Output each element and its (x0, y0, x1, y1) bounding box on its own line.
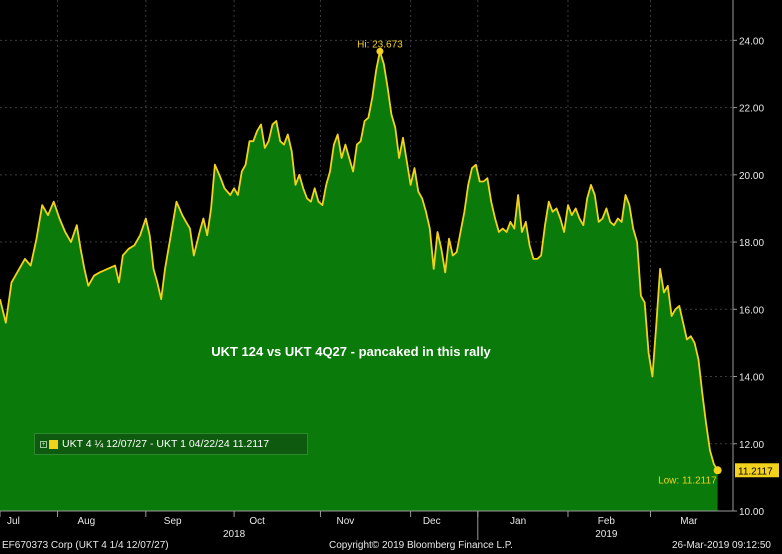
legend-swatch (49, 439, 58, 449)
footer-security: EF670373 Corp (UKT 4 1/4 12/07/27) (2, 540, 169, 551)
x-tick-label: Mar (680, 516, 698, 527)
year-label: 2019 (595, 529, 618, 540)
y-tick-label: 18.00 (739, 238, 764, 249)
chart-annotation: UKT 124 vs UKT 4Q27 - pancaked in this r… (211, 344, 491, 359)
year-label: 2018 (223, 529, 246, 540)
low-marker (713, 466, 722, 475)
series-area (0, 51, 718, 512)
x-tick-label: Nov (336, 516, 354, 527)
y-tick-label: 16.00 (739, 305, 764, 316)
hi-label: Hi: 23.673 (357, 39, 403, 50)
expand-icon[interactable]: + (40, 440, 47, 448)
footer-copyright: Copyright© 2019 Bloomberg Finance L.P. (329, 540, 513, 551)
last-value-tag (735, 463, 779, 478)
legend-label: UKT 4 ¼ 12/07/27 - UKT 1 04/22/24 11.211… (62, 438, 270, 450)
x-tick-label: Sep (164, 516, 182, 527)
footer-timestamp: 26-Mar-2019 09:12:50 (672, 540, 771, 551)
hi-marker (376, 47, 384, 55)
x-tick-label: Dec (423, 516, 441, 527)
last-value-label: 11.2117 (738, 466, 773, 477)
legend[interactable]: + UKT 4 ¼ 12/07/27 - UKT 1 04/22/24 11.2… (34, 433, 308, 455)
y-tick-label: 10.00 (739, 507, 764, 518)
y-tick-label: 20.00 (739, 171, 764, 182)
x-tick-label: Jan (510, 516, 526, 527)
series-line (0, 50, 719, 471)
y-tick-label: 24.00 (739, 36, 764, 47)
x-tick-label: Oct (249, 516, 265, 527)
low-label: Low: 11.2117 (658, 475, 717, 486)
x-tick-label: Feb (598, 516, 616, 527)
y-tick-label: 14.00 (739, 373, 764, 384)
y-tick-label: 12.00 (739, 440, 764, 451)
x-tick-label: Jul (7, 516, 20, 527)
x-tick-label: Aug (77, 516, 95, 527)
y-tick-label: 22.00 (739, 104, 764, 115)
